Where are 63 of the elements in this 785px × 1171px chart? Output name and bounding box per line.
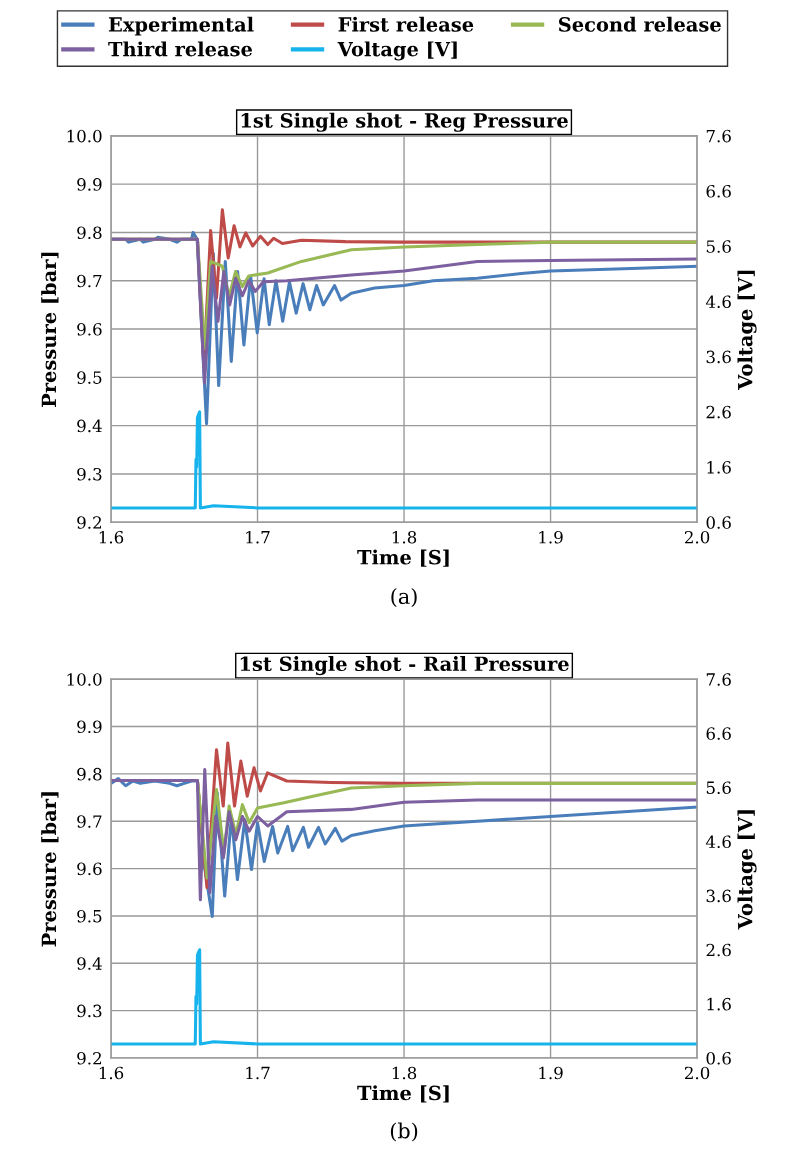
- y-tick-label: 9.2: [77, 1051, 102, 1065]
- legend-label: Second release: [558, 16, 721, 32]
- line-series: [111, 237, 698, 385]
- y-tick-label: 9.6: [77, 862, 102, 876]
- y-tick-label: 10.0: [67, 129, 102, 143]
- y2-tick-label: 4.6: [705, 835, 731, 849]
- x-tick-label: 2.0: [684, 1066, 710, 1080]
- y2-tick-label: 6.6: [706, 727, 731, 740]
- x-axis-title: Time [S]: [357, 549, 449, 567]
- chart-title: 1st Single shot - Reg Pressure: [241, 112, 568, 132]
- line-series: [111, 948, 698, 1046]
- text: (a): [391, 587, 417, 608]
- y2-tick-label: 1.6: [707, 461, 731, 474]
- x-tick-label: 1.8: [392, 1066, 417, 1080]
- y2-tick-label: 5.6: [706, 240, 731, 253]
- y-tick-label: 9.8: [77, 767, 102, 781]
- y-tick-label: 9.4: [77, 419, 102, 433]
- x-tick-label: 1.7: [246, 530, 270, 544]
- y-tick-label: 9.3: [77, 467, 102, 481]
- legend-label: Voltage [V]: [337, 41, 457, 61]
- y2-axis-title: Voltage [V]: [737, 270, 757, 390]
- y-tick-label: 9.8: [77, 226, 102, 240]
- y2-tick-label: 5.6: [706, 781, 731, 794]
- legend-label: Experimental: [108, 16, 254, 36]
- legend-label: First release: [338, 16, 474, 32]
- y-tick-label: 9.5: [77, 909, 102, 923]
- y-axis-title: Pressure [bar]: [41, 792, 59, 947]
- x-tick-label: 1.6: [99, 1066, 124, 1080]
- y2-tick-label: 7.6: [706, 673, 731, 686]
- text: (b): [390, 1122, 418, 1142]
- line-series: [111, 410, 698, 510]
- y-tick-label: 9.3: [77, 1004, 102, 1018]
- y2-tick-label: 0.6: [706, 1051, 731, 1065]
- chart-title: 1st Single shot - Rail Pressure: [240, 656, 569, 676]
- x-axis-title: Time [S]: [357, 1085, 449, 1103]
- y-tick-label: 9.6: [77, 323, 102, 336]
- y-tick-label: 9.7: [77, 815, 102, 828]
- y2-tick-label: 2.6: [706, 405, 731, 419]
- x-tick-label: 1.9: [539, 1066, 563, 1080]
- y-tick-label: 9.4: [77, 957, 102, 970]
- y2-tick-label: 0.6: [706, 516, 731, 529]
- y-tick-label: 9.9: [77, 178, 102, 191]
- x-tick-label: 1.7: [246, 1066, 270, 1080]
- x-tick-label: 1.8: [392, 530, 417, 544]
- y-tick-label: 9.2: [77, 516, 102, 529]
- y2-tick-label: 1.6: [707, 997, 731, 1011]
- x-tick-label: 1.6: [99, 530, 124, 544]
- y-tick-label: 9.9: [77, 720, 102, 734]
- y-tick-label: 9.5: [77, 371, 102, 384]
- x-tick-label: 1.9: [539, 530, 563, 544]
- y-tick-label: 9.7: [77, 274, 102, 288]
- y2-axis-title: Voltage [V]: [737, 810, 757, 930]
- y2-tick-label: 3.6: [706, 350, 731, 364]
- legend-label: Third release: [108, 41, 253, 57]
- y2-tick-label: 4.6: [705, 295, 731, 309]
- y-tick-label: 10.0: [67, 673, 102, 686]
- x-tick-label: 2.0: [684, 530, 710, 544]
- y2-tick-label: 2.6: [706, 943, 731, 957]
- y2-tick-label: 3.6: [706, 889, 731, 903]
- line-series: [111, 768, 698, 902]
- y2-tick-label: 6.6: [706, 185, 731, 198]
- y-axis-title: Pressure [bar]: [41, 252, 59, 407]
- y2-tick-label: 7.6: [706, 129, 731, 143]
